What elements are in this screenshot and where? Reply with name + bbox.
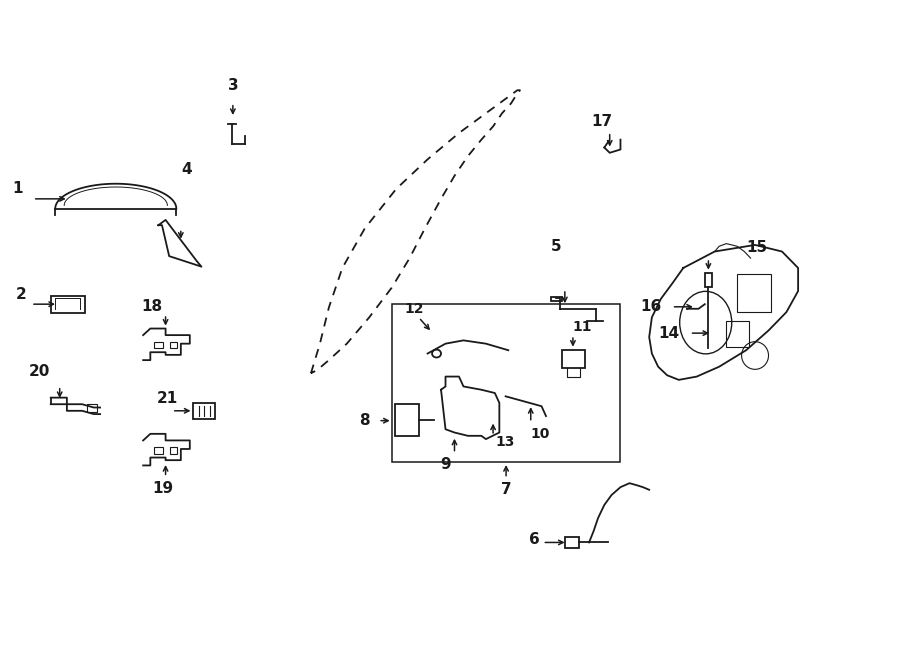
Text: 8: 8 [359,413,370,428]
Text: 16: 16 [641,299,662,314]
Text: 20: 20 [29,364,50,379]
Bar [170,447,177,453]
Bar [726,321,749,347]
Bar [86,405,97,412]
Text: 1: 1 [13,182,22,196]
Text: 10: 10 [530,428,549,442]
Bar [170,342,177,348]
Bar [562,350,585,368]
Text: 9: 9 [440,457,451,471]
Bar [737,274,771,312]
Bar [392,304,620,462]
Text: 15: 15 [746,240,768,255]
Text: 18: 18 [141,299,163,314]
Text: 11: 11 [572,319,591,334]
Text: 19: 19 [152,481,174,496]
Text: 4: 4 [182,162,193,176]
Polygon shape [441,377,500,439]
Polygon shape [158,220,202,266]
Text: 5: 5 [551,239,562,254]
Bar [194,403,215,418]
Text: 2: 2 [16,287,26,302]
Bar [395,405,419,436]
Text: 17: 17 [591,114,612,129]
Text: 6: 6 [529,532,540,547]
Text: 12: 12 [404,302,424,316]
Text: 21: 21 [157,391,178,407]
Bar [552,297,562,301]
Text: 13: 13 [495,436,515,449]
Text: 3: 3 [228,78,238,93]
Bar [154,342,163,348]
Text: 7: 7 [500,483,511,497]
Bar [154,447,163,453]
Bar [50,296,85,313]
Bar [565,537,580,548]
Bar [705,272,712,287]
Text: 14: 14 [659,326,680,340]
